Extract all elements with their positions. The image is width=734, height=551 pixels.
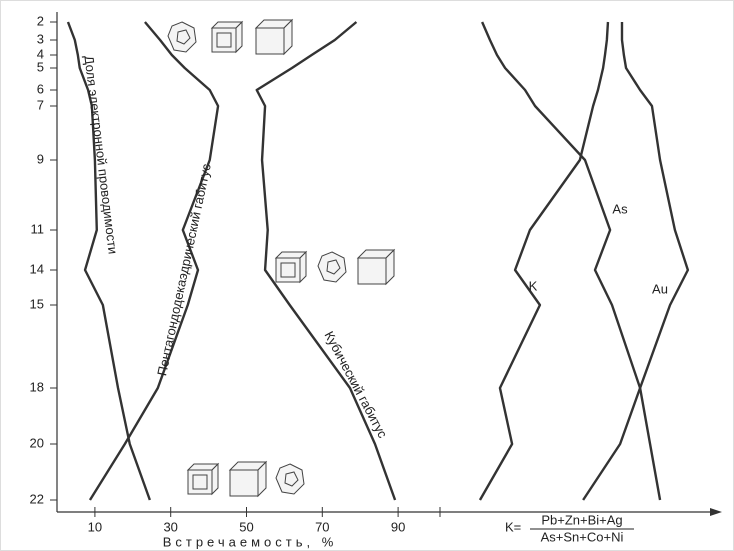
y-tick-label: 11 xyxy=(31,221,45,236)
curve xyxy=(88,21,220,501)
y-tick-label: 6 xyxy=(37,81,44,96)
x-tick-label: 50 xyxy=(239,519,253,534)
curve-label: Доля электронной проводимости xyxy=(81,55,120,255)
x-tick-label: 10 xyxy=(88,519,102,534)
formula-denominator: As+Sn+Co+Ni xyxy=(541,529,624,544)
curve-label: K xyxy=(529,278,538,293)
y-tick-label: 2 xyxy=(37,13,44,28)
x-tick-label: 30 xyxy=(163,519,177,534)
formula-prefix: K= xyxy=(505,519,521,534)
y-tick-label: 7 xyxy=(37,97,44,112)
y-tick-label: 4 xyxy=(37,46,44,61)
curve-label: Кубический габитус xyxy=(321,329,390,441)
crystal-icons xyxy=(167,18,396,498)
curve xyxy=(66,21,151,501)
y-tick-label: 14 xyxy=(30,261,44,276)
formula-numerator: Pb+Zn+Bi+Ag xyxy=(541,512,622,527)
curve-label: Au xyxy=(652,281,668,296)
curve xyxy=(582,22,690,501)
curve xyxy=(255,21,397,501)
curve-label: Пентагондодекаэдрический габитус xyxy=(154,162,214,377)
x-axis-label: Встречаемость, % xyxy=(163,534,338,549)
curve-label: As xyxy=(612,201,628,216)
axis-arrow xyxy=(710,508,722,516)
y-tick-label: 15 xyxy=(30,296,44,311)
x-tick-label: 90 xyxy=(391,519,405,534)
curve xyxy=(478,21,610,501)
y-tick-label: 22 xyxy=(30,491,44,506)
y-tick-label: 20 xyxy=(30,435,44,450)
y-tick-label: 18 xyxy=(30,379,44,394)
y-tick-label: 5 xyxy=(37,59,44,74)
x-tick-label: 70 xyxy=(315,519,329,534)
y-tick-label: 9 xyxy=(37,151,44,166)
y-tick-label: 3 xyxy=(37,31,44,46)
